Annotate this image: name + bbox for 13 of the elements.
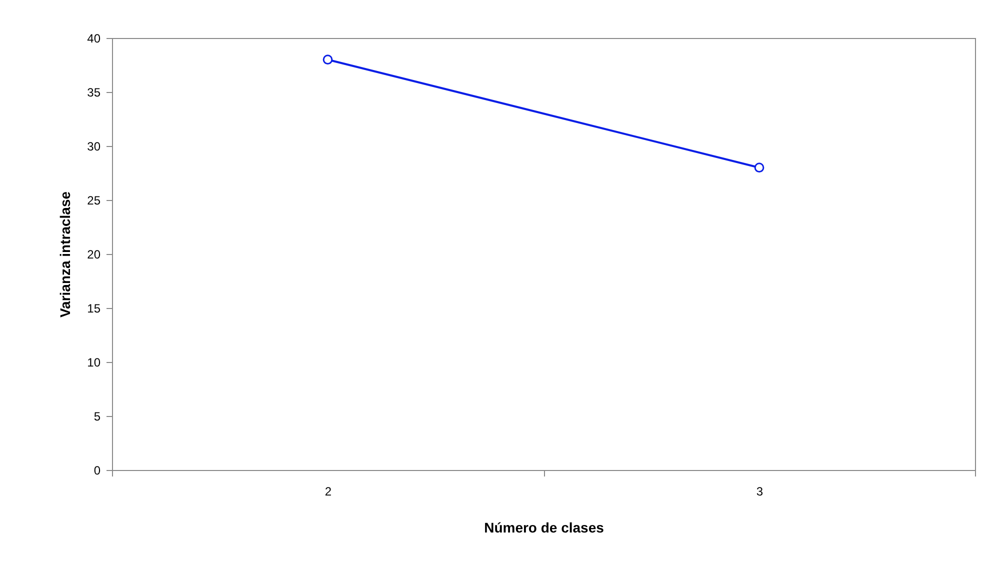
- y-tick-label: 30: [87, 140, 101, 154]
- y-tick-label: 35: [87, 86, 101, 100]
- x-tick-label: 2: [324, 484, 332, 498]
- y-tick-label: 40: [87, 32, 101, 46]
- y-tick-label: 0: [94, 464, 101, 478]
- y-tick-label: 15: [87, 302, 101, 316]
- y-axis-title: Varianza intraclase: [57, 191, 74, 318]
- y-tick-label: 10: [87, 356, 101, 370]
- y-tick-label: 5: [94, 410, 101, 424]
- x-axis-title: Número de clases: [484, 520, 604, 536]
- y-tick-label: 20: [87, 248, 101, 262]
- y-tick-label: 25: [87, 194, 101, 208]
- x-tick-label: 3: [756, 484, 764, 498]
